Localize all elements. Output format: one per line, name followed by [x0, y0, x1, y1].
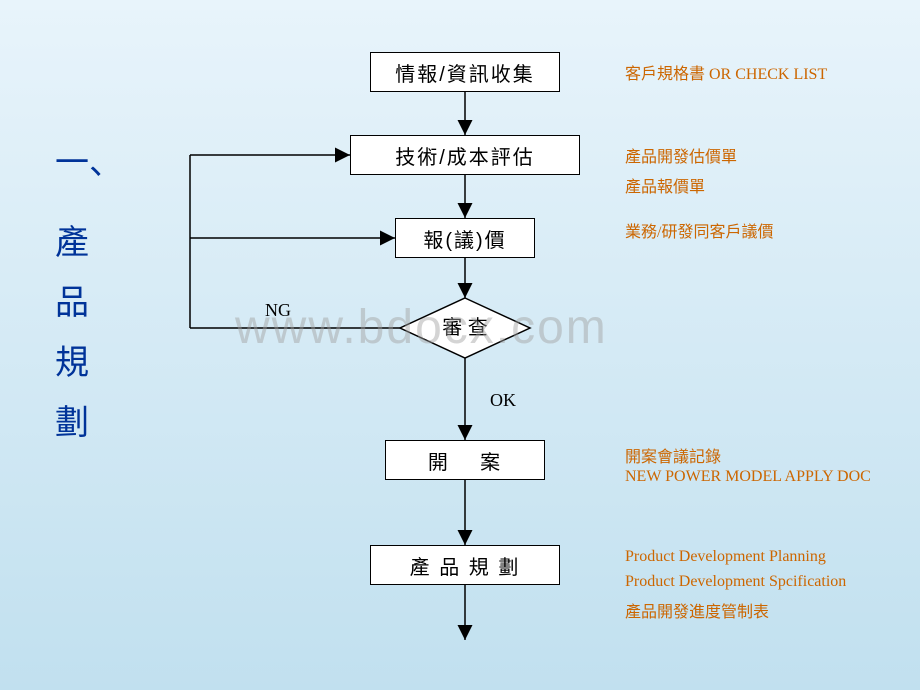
annotation-text: 客戶規格書 OR CHECK LIST: [625, 60, 827, 84]
flow-node-n1: 情報/資訊收集: [370, 52, 560, 92]
flow-node-n6: 產 品 規 劃: [370, 545, 560, 585]
annotation-text: NEW POWER MODEL APPLY DOC: [625, 468, 871, 486]
section-title-char: 規: [55, 335, 89, 384]
annotation-text: 開案會議記錄: [625, 443, 721, 467]
annotation-text: Product Development Planning: [625, 548, 826, 566]
diagram-canvas: 審 查 www.bdocx.com 一、產品規劃 情報/資訊收集技術/成本評估報…: [0, 0, 920, 690]
edge-label: OK: [490, 390, 516, 411]
flow-node-n2: 技術/成本評估: [350, 135, 580, 175]
annotation-text: Product Development Spcification: [625, 573, 846, 591]
section-title-char: 劃: [55, 395, 89, 444]
annotation-text: 業務/研發同客戶議價: [625, 218, 773, 242]
section-title-char: 品: [55, 275, 89, 324]
annotation-text: 產品開發估價單: [625, 143, 737, 167]
section-title-line1: 一、: [55, 135, 123, 184]
annotation-text: 產品開發進度管制表: [625, 598, 769, 622]
flow-node-n3: 報(議)價: [395, 218, 535, 258]
annotation-text: 產品報價單: [625, 173, 705, 197]
section-title-char: 產: [55, 215, 89, 264]
flow-node-n5: 開 案: [385, 440, 545, 480]
edge-label: NG: [265, 300, 291, 321]
